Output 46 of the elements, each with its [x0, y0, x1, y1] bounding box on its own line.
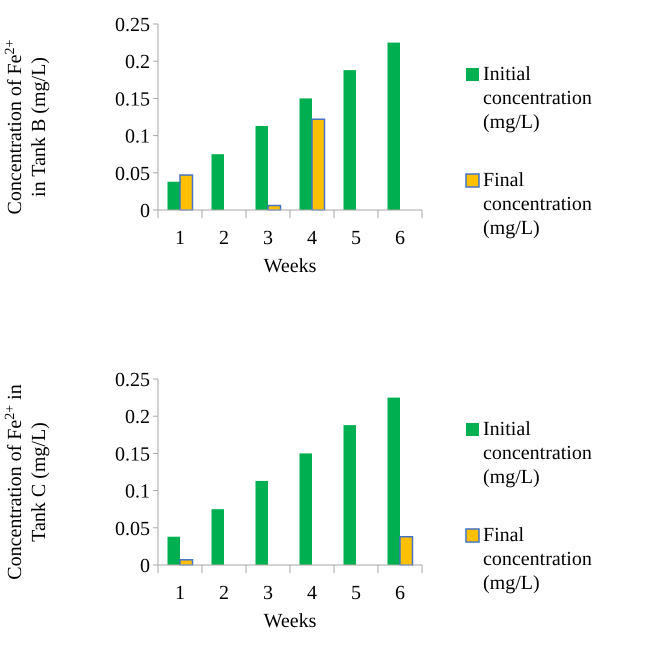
- x-tick-label: 6: [395, 582, 405, 604]
- bar: [388, 398, 400, 565]
- y-tick-label: 0.2: [125, 51, 150, 74]
- x-tick-label: 3: [263, 582, 273, 604]
- bar: [300, 98, 312, 210]
- y-tick-label: 0.15: [115, 443, 150, 466]
- y-tick-label: 0: [140, 555, 150, 577]
- y-tick-label: 0.25: [115, 14, 150, 36]
- x-tick-label: 1: [175, 227, 185, 249]
- legend-label: Initial concentration (mg/L): [483, 63, 592, 133]
- y-tick-label: 0.25: [115, 369, 150, 391]
- bar: [168, 536, 180, 565]
- x-tick-label: 5: [351, 227, 361, 249]
- x-tick-label: 4: [307, 227, 317, 249]
- bar: [311, 118, 326, 211]
- bar: [212, 154, 224, 210]
- bar: [344, 425, 356, 565]
- bar: [212, 509, 224, 565]
- legend-label: Final concentration (mg/L): [483, 169, 592, 239]
- bar: [344, 70, 356, 210]
- bar: [256, 126, 268, 210]
- x-tick-label: 2: [219, 582, 229, 604]
- x-tick-label: 2: [219, 227, 229, 249]
- y-tick-label: 0.1: [125, 126, 150, 148]
- x-tick-label: 6: [395, 227, 405, 249]
- bar: [300, 453, 312, 565]
- x-axis-title: Weeks: [264, 255, 317, 277]
- x-tick-label: 1: [175, 582, 185, 604]
- x-axis-title: Weeks: [264, 610, 317, 632]
- bar: [256, 480, 268, 565]
- y-tick-label: 0.1: [125, 480, 150, 503]
- y-tick-label: 0.15: [115, 88, 150, 110]
- y-tick-label: 0: [140, 200, 150, 222]
- bar: [179, 174, 194, 211]
- legend-label: Initial concentration (mg/L): [483, 418, 592, 488]
- x-tick-label: 4: [307, 582, 317, 604]
- x-tick-label: 5: [351, 582, 361, 604]
- bar: [388, 42, 400, 210]
- x-tick-label: 3: [263, 227, 273, 249]
- y-tick-label: 0.05: [115, 518, 150, 540]
- bar: [179, 559, 194, 566]
- bar: [168, 182, 180, 210]
- legend-label: Final concentration (mg/L): [483, 524, 592, 594]
- y-tick-label: 0.05: [115, 162, 150, 185]
- y-tick-label: 0.2: [125, 406, 150, 428]
- bar: [399, 536, 414, 566]
